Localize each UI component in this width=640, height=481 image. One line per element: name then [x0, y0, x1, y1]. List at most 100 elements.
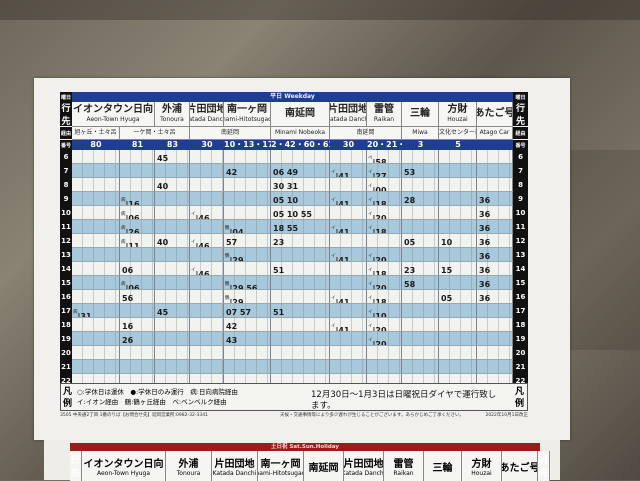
- destination-name-jp: 外浦: [162, 104, 182, 115]
- hour-label: 6: [60, 150, 72, 164]
- legend-label: 凡例: [63, 387, 73, 409]
- holiday-destination-header: 方財 Houzai: [462, 451, 502, 481]
- departure-cell: [330, 178, 367, 192]
- route-number: 80: [72, 140, 120, 150]
- departure-cell: [72, 346, 120, 360]
- hour-label: 17: [513, 304, 528, 318]
- departure-cell: [402, 360, 439, 374]
- destination-label: 行先: [60, 102, 72, 127]
- departure-cell: [120, 164, 155, 178]
- hour-label: 21: [513, 360, 528, 374]
- hour-label: 19: [513, 332, 528, 346]
- departure-cell: 病|06: [120, 206, 155, 220]
- route-number: 5: [439, 140, 477, 150]
- departure-cell: イ|41: [330, 220, 367, 234]
- departure-cell: [439, 318, 477, 332]
- destination-name-jp: 雷管: [393, 459, 414, 470]
- via-cell: Atago Car: [477, 127, 513, 140]
- departure-cell: イ|18: [367, 262, 402, 276]
- holiday-destination-header: 南一ヶ岡Minami-Hitotsugaoka: [258, 451, 304, 481]
- holiday-schedule-notice: 12月30日〜1月3日は日曜祝日ダイヤで運行致します。: [311, 390, 497, 411]
- departure-cell: [439, 304, 477, 318]
- hour-label: 16: [513, 290, 528, 304]
- holiday-title: 土日祝 Sat.Sun.Holiday: [70, 443, 540, 451]
- departure-cell: [190, 178, 224, 192]
- departure-cell: [477, 178, 513, 192]
- hour-label: 13: [60, 248, 72, 262]
- number-label: 番号: [60, 140, 72, 150]
- departure-cell: 51: [271, 262, 330, 276]
- departure-cell: [120, 304, 155, 318]
- number-label: 番号: [513, 140, 528, 150]
- departure-cell: 36: [477, 220, 513, 234]
- hour-label: 10: [513, 206, 528, 220]
- holiday-destination-header: 片田団地 Katada Danchi: [212, 451, 258, 481]
- departure-cell: [367, 234, 402, 248]
- departure-cell: 鶴|29: [224, 248, 271, 262]
- hour-label: 12: [60, 234, 72, 248]
- departure-cell: イ|46: [190, 234, 224, 248]
- departure-cell: [190, 318, 224, 332]
- departure-cell: [190, 332, 224, 346]
- departure-cell: [271, 150, 330, 164]
- via-cell: Minami Nobeoka: [271, 127, 330, 140]
- departure-cell: [190, 248, 224, 262]
- destination-name-jp: 南一ヶ岡: [227, 104, 267, 115]
- legend: 凡例 ○:学休日は運休 ●:学休日のみ運行 病:日向病院経由 イ:イオン経由 鶴…: [60, 383, 528, 411]
- route-number: 10・13・17: [224, 140, 271, 150]
- route-number: 3: [402, 140, 439, 150]
- destination-header: 方財 Houzai: [439, 102, 477, 127]
- weekday-title: 平日 Weekday: [72, 92, 513, 102]
- departure-cell: [155, 332, 190, 346]
- departure-cell: [402, 206, 439, 220]
- departure-cell: [402, 346, 439, 360]
- departure-cell: [367, 360, 402, 374]
- departure-cell: イ|46: [190, 262, 224, 276]
- departure-cell: [439, 164, 477, 178]
- departure-cell: [120, 150, 155, 164]
- departure-cell: [477, 346, 513, 360]
- weekday-timetable: 曜日 平日 Weekday 曜日 行先 イオンタウン日向 Aeon-Town Hy…: [60, 92, 528, 388]
- destination-header: 三輪: [402, 102, 439, 127]
- departure-cell: イ|41: [330, 248, 367, 262]
- legend-line-1: ○:学休日は運休 ●:学休日のみ運行 病:日向病院経由: [77, 388, 238, 396]
- departure-cell: [72, 178, 120, 192]
- departure-cell: [477, 318, 513, 332]
- departure-cell: 40: [155, 178, 190, 192]
- departure-cell: 26: [120, 332, 155, 346]
- departure-cell: 45: [155, 150, 190, 164]
- departure-cell: [330, 234, 367, 248]
- departure-cell: [72, 290, 120, 304]
- departure-cell: 23: [271, 234, 330, 248]
- via-cell: 文化センター前: [439, 127, 477, 140]
- departure-cell: [271, 346, 330, 360]
- route-number: 2・42・60・61: [271, 140, 330, 150]
- departure-cell: [190, 304, 224, 318]
- destination-name-en: Raikan: [373, 116, 395, 123]
- departure-cell: [155, 346, 190, 360]
- destination-name-en: Houzai: [447, 116, 468, 123]
- destination-name-en: Katada Danchi: [344, 470, 384, 477]
- departure-cell: 病|06: [120, 276, 155, 290]
- departure-cell: [477, 164, 513, 178]
- holiday-destination-header: イオンタウン日向 Aeon-Town Hyuga: [82, 451, 166, 481]
- departure-cell: [271, 318, 330, 332]
- via-label: 経由: [513, 127, 528, 139]
- contact-info: 3505 中央通2丁目 1番のりば【お問合せ先】延岡営業所:0982-32-33…: [60, 413, 208, 418]
- departure-cell: [439, 220, 477, 234]
- departure-cell: [155, 318, 190, 332]
- departure-cell: [190, 346, 224, 360]
- departure-cell: 28: [402, 192, 439, 206]
- day-label: 曜日: [513, 92, 528, 102]
- departure-cell: 病|26: [120, 220, 155, 234]
- destination-header: 雷管 Raikan: [367, 102, 402, 127]
- departure-cell: 鶴|04: [224, 220, 271, 234]
- departure-cell: [439, 332, 477, 346]
- destination-name-en: Tonoura: [176, 470, 201, 477]
- departure-cell: [155, 220, 190, 234]
- departure-cell: [330, 346, 367, 360]
- hour-label: 11: [60, 220, 72, 234]
- hour-label: 9: [513, 192, 528, 206]
